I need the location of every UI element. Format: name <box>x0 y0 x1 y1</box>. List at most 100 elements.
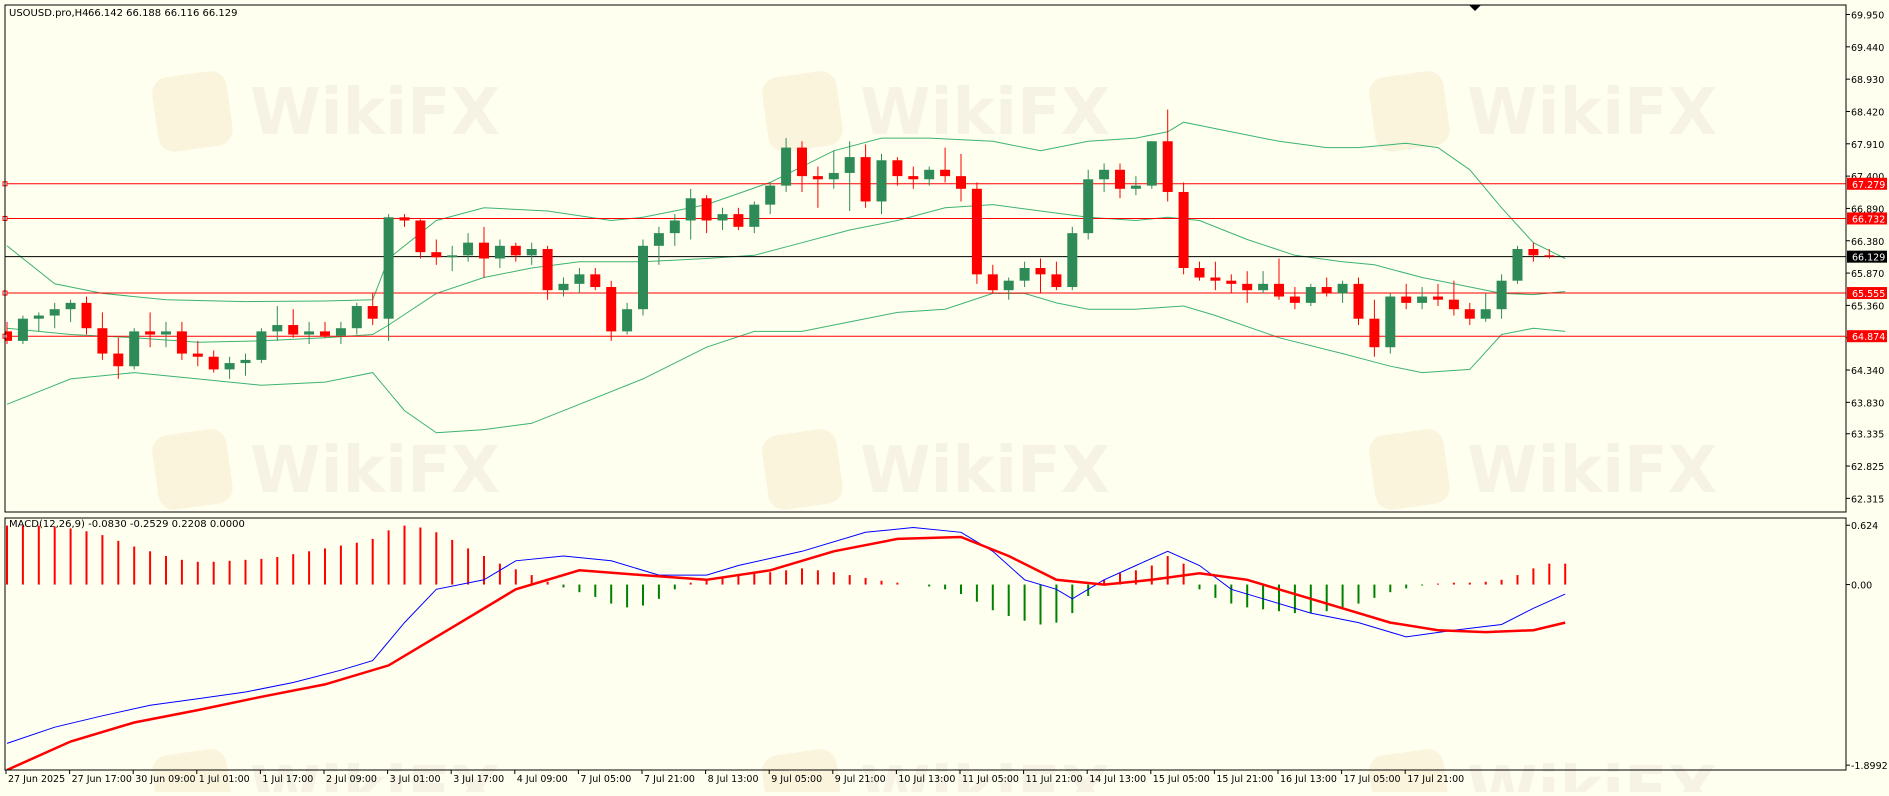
time-tick-label: 9 Jul 05:00 <box>771 774 822 785</box>
time-tick-label: 15 Jul 05:00 <box>1153 774 1210 785</box>
macd-tick-label: 0.624 <box>1851 521 1878 532</box>
candle-body <box>797 147 807 177</box>
candle-body <box>176 331 187 354</box>
candle-body <box>987 274 998 291</box>
price-tick-label: 69.950 <box>1851 11 1884 22</box>
candle-body <box>1480 309 1491 319</box>
price-tick-label: 66.890 <box>1851 204 1884 215</box>
candle-body <box>1353 283 1364 319</box>
watermark-logo-icon <box>152 71 233 152</box>
level-price-label: 67.279 <box>1852 180 1885 191</box>
candle-body <box>812 176 823 180</box>
watermark-logo-icon <box>1369 429 1450 510</box>
candle-body <box>1035 268 1046 275</box>
level-price-tag <box>1847 330 1887 343</box>
candle-body <box>1305 287 1316 303</box>
watermark-text: WikiFX <box>1467 434 1717 508</box>
candle-body <box>1448 299 1459 310</box>
price-tick-label: 67.910 <box>1851 140 1884 151</box>
candle-body <box>1019 268 1030 281</box>
candle-body <box>367 306 378 319</box>
time-tick-label: 16 Jul 13:00 <box>1280 774 1337 785</box>
candle-body <box>940 169 951 177</box>
watermark-logo-icon <box>762 71 843 152</box>
time-tick-label: 10 Jul 13:00 <box>898 774 955 785</box>
candle-body <box>1274 283 1284 297</box>
candle-body <box>1321 287 1332 294</box>
watermark: WikiFX <box>152 749 500 796</box>
candle-body <box>383 217 394 319</box>
candle-body <box>892 160 903 177</box>
time-tick-label: 11 Jul 21:00 <box>1026 774 1083 785</box>
candle-body <box>431 252 442 258</box>
candle-body <box>65 302 76 310</box>
candle-body <box>1178 191 1189 269</box>
candle-body <box>733 214 744 227</box>
watermark: WikiFX <box>1369 749 1717 796</box>
macd-pane-frame <box>4 517 1847 771</box>
candle-body <box>1115 169 1125 189</box>
price-tick-label: 68.420 <box>1851 107 1884 118</box>
candle-body <box>844 157 855 173</box>
candle-body <box>1099 169 1110 180</box>
candle-body <box>161 331 171 335</box>
candle-body <box>510 245 521 256</box>
price-tick-label: 69.440 <box>1851 43 1884 54</box>
chart-shift-marker-icon[interactable] <box>1469 5 1481 11</box>
level-price-label: 65.555 <box>1852 289 1885 300</box>
candle-body <box>33 315 44 319</box>
watermark-text: WikiFX <box>860 76 1110 150</box>
candle-body <box>828 172 839 180</box>
axes-layer: 69.950 69.440 68.930 68.420 67.910 67.400 66.8… <box>4 4 1888 785</box>
watermark: WikiFX <box>152 71 500 152</box>
candle-body <box>653 233 664 246</box>
candle-body <box>1194 268 1205 278</box>
candle-body <box>415 220 426 253</box>
time-tick-label: 3 Jul 17:00 <box>453 774 504 785</box>
candle-body <box>1130 185 1141 189</box>
watermark-text: WikiFX <box>860 754 1110 792</box>
time-tick-label: 4 Jul 09:00 <box>517 774 568 785</box>
candle-body <box>208 356 219 370</box>
candle-body <box>1544 255 1555 257</box>
candle-body <box>1433 296 1443 300</box>
time-tick-label: 27 Jun 17:00 <box>72 774 132 785</box>
watermark: WikiFX <box>152 429 500 510</box>
candle-body <box>876 160 887 202</box>
watermark-text: WikiFX <box>250 434 500 508</box>
watermark-text: WikiFX <box>1467 754 1717 792</box>
symbol-label: USOUSD.pro,H4 <box>9 8 89 19</box>
candle-body <box>145 331 156 335</box>
time-tick-label: 8 Jul 13:00 <box>708 774 759 785</box>
watermark-logo-icon <box>762 429 843 510</box>
bollinger-upper-line <box>6 121 1566 303</box>
price-pane[interactable] <box>2 109 1846 434</box>
price-tick-label: 64.340 <box>1851 366 1884 377</box>
candle-body <box>908 176 919 180</box>
candle-body <box>1369 318 1380 348</box>
candle-body <box>49 309 60 316</box>
macd-tick-label: -1.8992 <box>1851 761 1888 772</box>
watermark-text: WikiFX <box>250 76 500 150</box>
candle-body <box>399 217 410 221</box>
candle-body <box>1464 309 1475 319</box>
price-tick-label: 65.870 <box>1851 269 1884 280</box>
candle-body <box>1496 280 1507 310</box>
candle-body <box>351 306 362 329</box>
candle-body <box>1210 277 1221 281</box>
macd-main-line <box>6 526 1566 744</box>
candle-body <box>129 331 140 367</box>
candle-body <box>494 245 505 259</box>
candle-body <box>1083 179 1094 234</box>
current-price-label: 66.129 <box>1852 253 1885 264</box>
price-tick-label: 68.930 <box>1851 75 1884 86</box>
time-tick-label: 2 Jul 09:00 <box>326 774 377 785</box>
time-tick-label: 1 Jul 17:00 <box>262 774 313 785</box>
level-price-tag <box>1847 177 1887 190</box>
macd-pane[interactable] <box>6 525 1567 770</box>
price-tick-label: 67.400 <box>1851 172 1884 183</box>
level-price-label: 64.874 <box>1852 332 1885 343</box>
candle-body <box>526 248 537 256</box>
time-tick-label: 3 Jul 01:00 <box>390 774 441 785</box>
